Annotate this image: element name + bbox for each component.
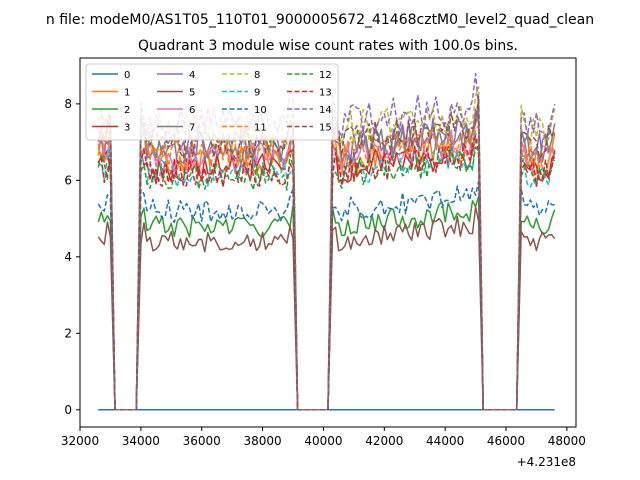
series-line-5 — [97, 206, 556, 411]
series-line-12 — [97, 146, 556, 411]
legend-label: 9 — [254, 88, 260, 99]
y-tick-label: 2 — [64, 326, 72, 340]
legend-label: 2 — [124, 105, 130, 116]
x-offset-text: +4.231e8 — [517, 455, 576, 469]
x-tick-label: 38000 — [243, 434, 281, 448]
legend-box — [85, 63, 339, 141]
x-tick-label: 36000 — [183, 434, 221, 448]
legend-label: 0 — [124, 70, 130, 81]
x-tick-label: 32000 — [61, 434, 99, 448]
x-tick-label: 42000 — [365, 434, 403, 448]
y-tick-label: 8 — [64, 97, 72, 111]
legend-label: 7 — [189, 123, 195, 134]
legend-label: 3 — [124, 123, 130, 134]
x-tick-label: 48000 — [548, 434, 586, 448]
y-axis: 0 2 4 6 8 — [64, 97, 80, 417]
x-axis: 32000 34000 36000 38000 40000 42000 44000 46000… — [61, 427, 586, 448]
series-line-15 — [97, 95, 556, 411]
figure-suptitle: n file: modeM0/AS1T05_110T01_9000005672_… — [46, 12, 594, 28]
series-line-2 — [97, 195, 556, 411]
legend-label: 12 — [319, 70, 332, 81]
x-tick-label: 46000 — [487, 434, 525, 448]
chart-title: Quadrant 3 module wise count rates with … — [138, 38, 518, 54]
y-tick-label: 4 — [64, 250, 72, 264]
series-line-13 — [97, 135, 556, 411]
legend-label: 13 — [319, 88, 332, 99]
legend-label: 1 — [124, 88, 130, 99]
x-tick-label: 44000 — [426, 434, 464, 448]
legend-label: 11 — [254, 123, 267, 134]
series-line-10 — [97, 180, 555, 411]
series-line-9 — [98, 132, 556, 411]
legend-label: 8 — [254, 70, 260, 81]
legend-label: 5 — [189, 88, 195, 99]
axes-frame — [79, 57, 577, 428]
legend-label: 6 — [189, 105, 195, 116]
series-line-3 — [97, 138, 556, 411]
y-tick-label: 0 — [64, 403, 72, 417]
x-tick-label: 34000 — [122, 434, 160, 448]
legend-label: 10 — [254, 105, 267, 116]
legend-label: 15 — [319, 123, 332, 134]
legend-label: 14 — [319, 105, 332, 116]
y-tick-label: 6 — [64, 173, 72, 187]
legend-label: 4 — [189, 70, 195, 81]
x-tick-label: 40000 — [304, 434, 342, 448]
